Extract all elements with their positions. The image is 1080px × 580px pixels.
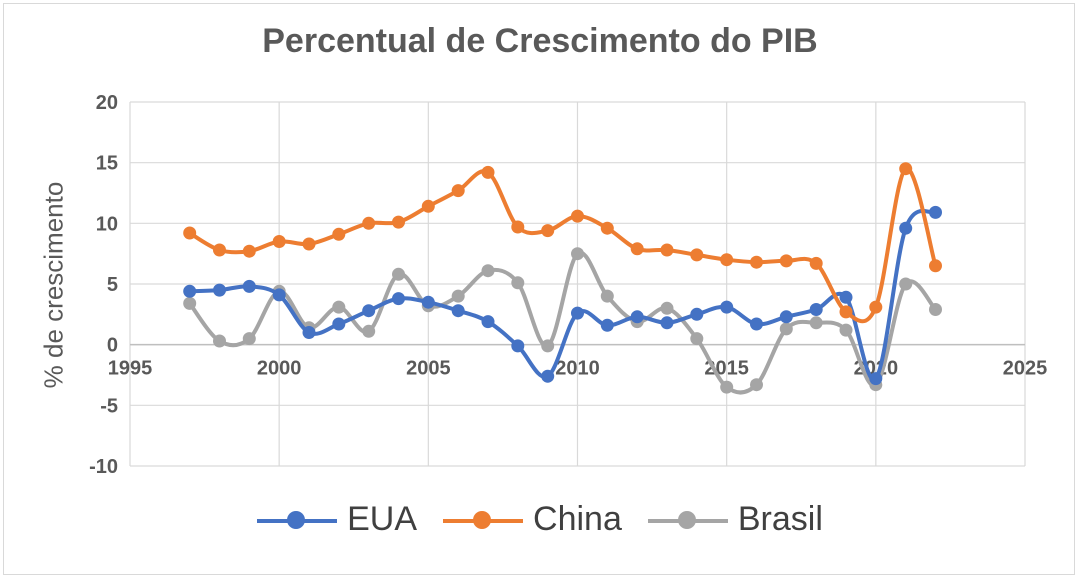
data-point-brasil <box>481 264 495 278</box>
data-point-eua <box>272 288 286 302</box>
y-tick-label: 5 <box>107 274 118 296</box>
data-point-eua <box>660 316 674 330</box>
legend-label-brasil: Brasil <box>737 500 823 538</box>
legend-swatch-brasil <box>647 508 728 532</box>
y-tick-label: 10 <box>96 213 118 235</box>
legend-item-china: China <box>443 500 622 539</box>
data-point-brasil <box>213 334 226 348</box>
data-point-brasil <box>571 247 584 261</box>
data-point-china <box>750 255 763 269</box>
data-point-eua <box>362 304 376 318</box>
x-tick-label: 2025 <box>1003 358 1048 380</box>
data-point-eua <box>213 283 226 297</box>
data-point-china <box>899 162 913 176</box>
chart-frame <box>3 3 1075 575</box>
chart-title: Percentual de Crescimento do PIB <box>262 22 818 60</box>
data-point-brasil <box>750 378 763 392</box>
data-point-eua <box>929 205 942 219</box>
legend-label-china: China <box>533 500 622 538</box>
data-point-eua <box>421 295 435 309</box>
data-point-eua <box>511 339 525 353</box>
data-point-eua <box>451 304 465 318</box>
legend-label-eua: EUA <box>347 500 418 538</box>
data-point-eua <box>779 310 793 324</box>
data-point-china <box>630 242 644 256</box>
data-point-brasil <box>600 289 614 303</box>
data-point-brasil <box>451 289 465 303</box>
data-point-china <box>421 199 435 213</box>
data-point-china <box>809 256 823 270</box>
data-point-eua <box>302 326 316 339</box>
data-point-brasil <box>242 332 256 346</box>
y-tick-label: -5 <box>100 395 118 417</box>
data-point-china <box>183 226 197 240</box>
x-tick-label: 2005 <box>406 358 451 380</box>
data-point-eua <box>809 303 823 316</box>
data-point-eua <box>481 315 495 329</box>
data-point-eua <box>332 317 346 331</box>
data-point-brasil <box>899 277 913 291</box>
data-point-eua <box>392 292 405 306</box>
data-point-eua <box>690 307 704 321</box>
data-point-china <box>600 221 614 235</box>
data-point-china <box>839 305 853 319</box>
data-point-china <box>511 220 525 234</box>
data-point-eua <box>839 290 853 304</box>
data-point-china <box>690 248 704 262</box>
data-point-china <box>451 184 465 198</box>
data-point-china <box>541 224 555 238</box>
data-point-eua <box>899 221 913 235</box>
data-point-brasil <box>839 323 853 337</box>
data-point-brasil <box>511 276 525 290</box>
legend-item-brasil: Brasil <box>647 500 823 539</box>
data-point-china <box>720 253 734 267</box>
data-point-china <box>660 243 674 257</box>
x-tick-label: 2010 <box>555 358 600 380</box>
data-point-eua <box>600 318 614 332</box>
data-point-eua <box>630 310 644 324</box>
legend-swatch-eua <box>257 508 338 532</box>
x-tick-label: 2000 <box>257 358 302 380</box>
data-point-eua <box>571 306 584 320</box>
data-point-china <box>213 243 226 257</box>
data-point-eua <box>242 279 256 293</box>
y-tick-label: 20 <box>96 92 118 114</box>
y-tick-label: 15 <box>96 153 118 175</box>
data-point-brasil <box>362 324 376 338</box>
y-tick-label: -10 <box>89 456 118 478</box>
legend-swatch-china <box>443 508 524 532</box>
data-point-brasil <box>183 296 197 310</box>
data-point-china <box>869 300 883 314</box>
data-point-brasil <box>541 339 555 353</box>
data-point-brasil <box>332 300 346 314</box>
data-point-eua <box>869 372 883 386</box>
data-point-eua <box>183 284 197 298</box>
data-point-china <box>242 244 256 258</box>
data-point-china <box>481 165 495 179</box>
data-point-china <box>392 215 405 229</box>
x-tick-label: 1995 <box>108 358 153 380</box>
data-point-brasil <box>779 322 793 336</box>
data-point-china <box>779 254 793 268</box>
data-point-brasil <box>690 332 704 346</box>
data-point-china <box>929 259 942 273</box>
legend: EUA China Brasil <box>0 500 1080 539</box>
data-point-china <box>332 227 346 241</box>
data-point-china <box>272 235 286 248</box>
data-point-china <box>302 237 316 251</box>
data-point-brasil <box>720 380 734 394</box>
data-point-brasil <box>392 267 405 281</box>
data-point-brasil <box>929 303 942 316</box>
data-point-eua <box>720 300 734 314</box>
data-point-china <box>571 209 584 223</box>
data-point-china <box>362 216 376 230</box>
legend-item-eua: EUA <box>257 500 417 539</box>
data-point-brasil <box>809 316 823 330</box>
data-point-eua <box>750 317 763 331</box>
data-point-eua <box>541 369 555 383</box>
data-point-brasil <box>660 301 674 315</box>
y-tick-label: 0 <box>107 335 118 357</box>
